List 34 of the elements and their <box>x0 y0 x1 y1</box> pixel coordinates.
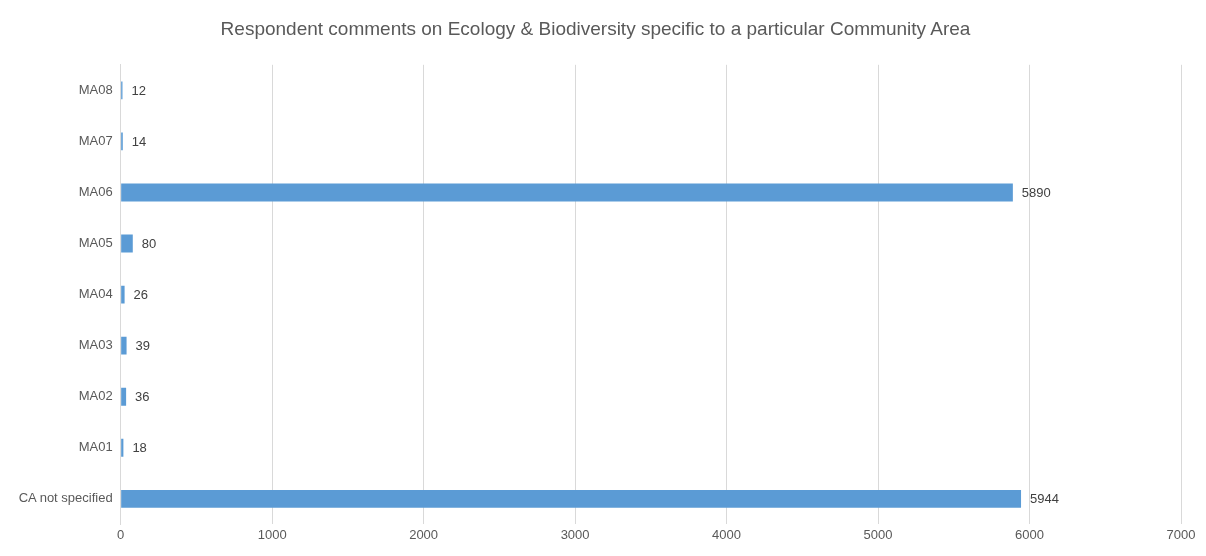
x-tick-label: 5000 <box>863 526 893 542</box>
y-tick-label: MA03 <box>78 337 113 353</box>
y-tick-label: MA01 <box>78 439 113 455</box>
x-tick-label: 2000 <box>409 526 439 542</box>
data-label: 18 <box>132 440 147 456</box>
bar <box>121 336 127 355</box>
bar <box>121 387 127 406</box>
x-tick-label: 3000 <box>560 526 590 542</box>
y-tick-label: MA06 <box>78 184 113 200</box>
y-tick-label: CA not specified <box>18 490 113 506</box>
y-tick-label: MA07 <box>78 132 113 148</box>
y-tick-label: MA02 <box>78 388 113 404</box>
y-tick-label: MA08 <box>78 81 113 97</box>
data-label: 5890 <box>1021 185 1051 201</box>
data-label: 36 <box>135 389 150 405</box>
data-label: 80 <box>141 236 157 252</box>
x-tick-label: 6000 <box>1015 526 1044 542</box>
bar <box>121 438 124 457</box>
data-label: 14 <box>131 133 147 149</box>
bar <box>121 183 1013 202</box>
x-tick-label: 0 <box>117 526 125 542</box>
data-label: 39 <box>135 338 151 354</box>
y-tick-label: MA04 <box>78 286 113 302</box>
bar <box>121 285 125 304</box>
data-label: 26 <box>133 287 149 303</box>
bar <box>121 489 1022 508</box>
x-tick-label: 1000 <box>257 526 287 542</box>
x-tick-label: 4000 <box>712 526 742 542</box>
chart-title: Respondent comments on Ecology & Biodiversity specific to a particular Community Area <box>220 17 971 39</box>
bar <box>121 234 133 253</box>
data-label: 5944 <box>1030 491 1059 507</box>
y-tick-label: MA05 <box>78 235 113 251</box>
x-tick-label: 7000 <box>1166 526 1196 542</box>
data-label: 12 <box>131 82 146 98</box>
